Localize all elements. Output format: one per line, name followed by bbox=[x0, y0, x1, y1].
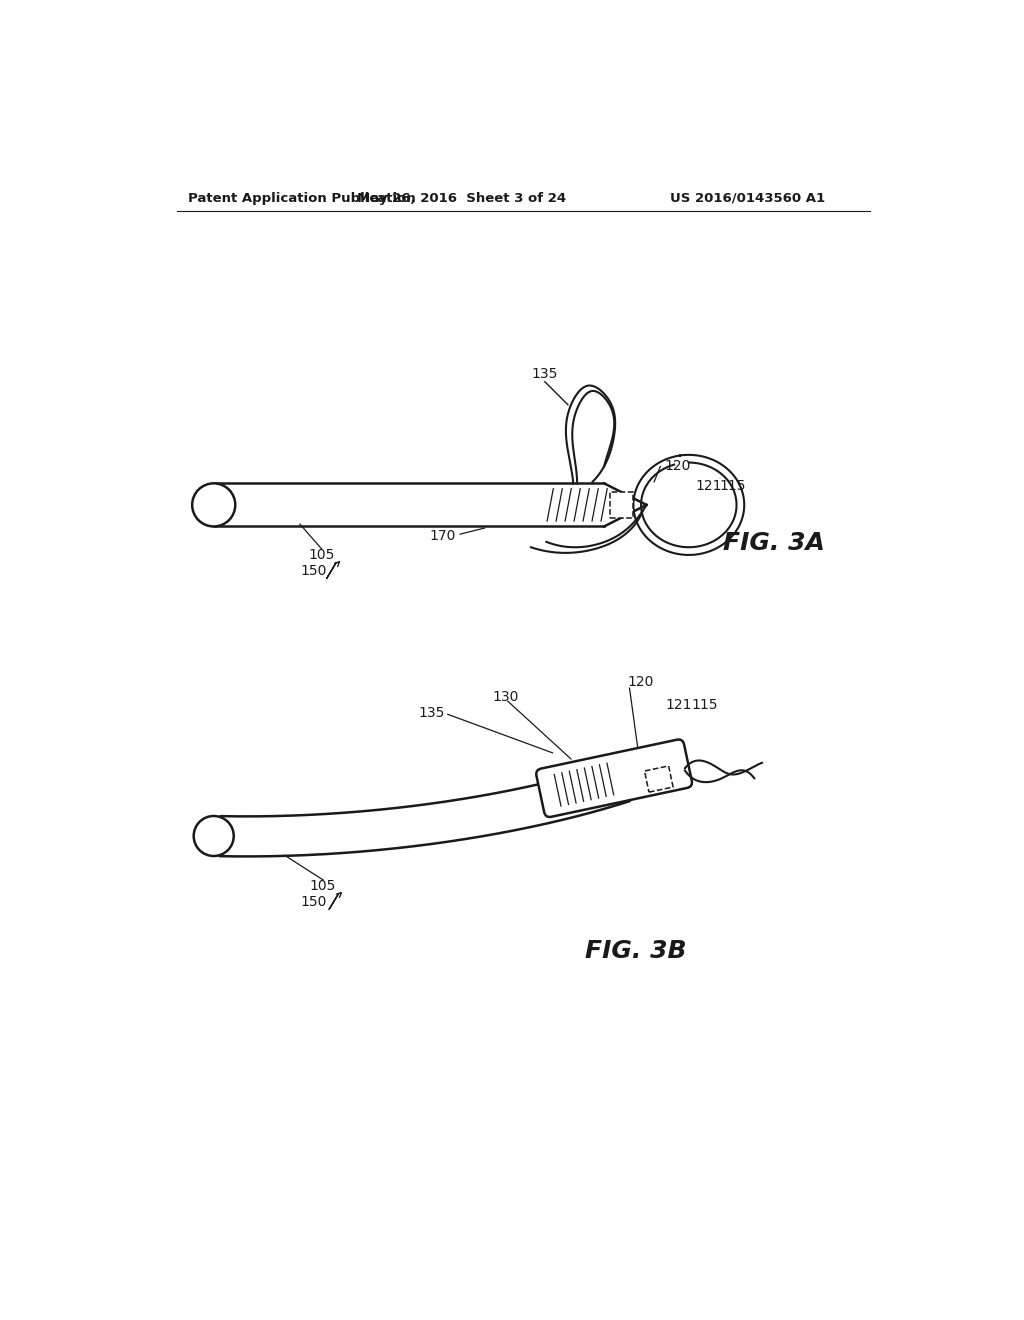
Text: 130: 130 bbox=[493, 690, 519, 705]
Bar bbox=[644, 766, 673, 792]
Circle shape bbox=[193, 483, 236, 527]
FancyBboxPatch shape bbox=[537, 739, 692, 817]
Text: 150: 150 bbox=[301, 895, 327, 909]
Text: 120: 120 bbox=[665, 459, 690, 474]
Text: 120: 120 bbox=[628, 675, 653, 689]
Text: 105: 105 bbox=[310, 879, 336, 894]
Text: 135: 135 bbox=[419, 706, 444, 719]
Text: Patent Application Publication: Patent Application Publication bbox=[188, 191, 416, 205]
Text: 105: 105 bbox=[308, 548, 335, 562]
Text: 150: 150 bbox=[301, 564, 327, 578]
Text: 115: 115 bbox=[691, 698, 718, 711]
Text: May 26, 2016  Sheet 3 of 24: May 26, 2016 Sheet 3 of 24 bbox=[357, 191, 566, 205]
Text: US 2016/0143560 A1: US 2016/0143560 A1 bbox=[670, 191, 824, 205]
Text: 115: 115 bbox=[720, 479, 746, 492]
Text: FIG. 3B: FIG. 3B bbox=[585, 940, 686, 964]
Text: 121: 121 bbox=[666, 698, 692, 711]
Text: 121: 121 bbox=[695, 479, 722, 492]
Bar bbox=[609, 492, 633, 517]
Text: FIG. 3A: FIG. 3A bbox=[724, 532, 825, 556]
Circle shape bbox=[194, 816, 233, 857]
Text: 135: 135 bbox=[531, 367, 558, 381]
Text: 170: 170 bbox=[429, 529, 456, 543]
